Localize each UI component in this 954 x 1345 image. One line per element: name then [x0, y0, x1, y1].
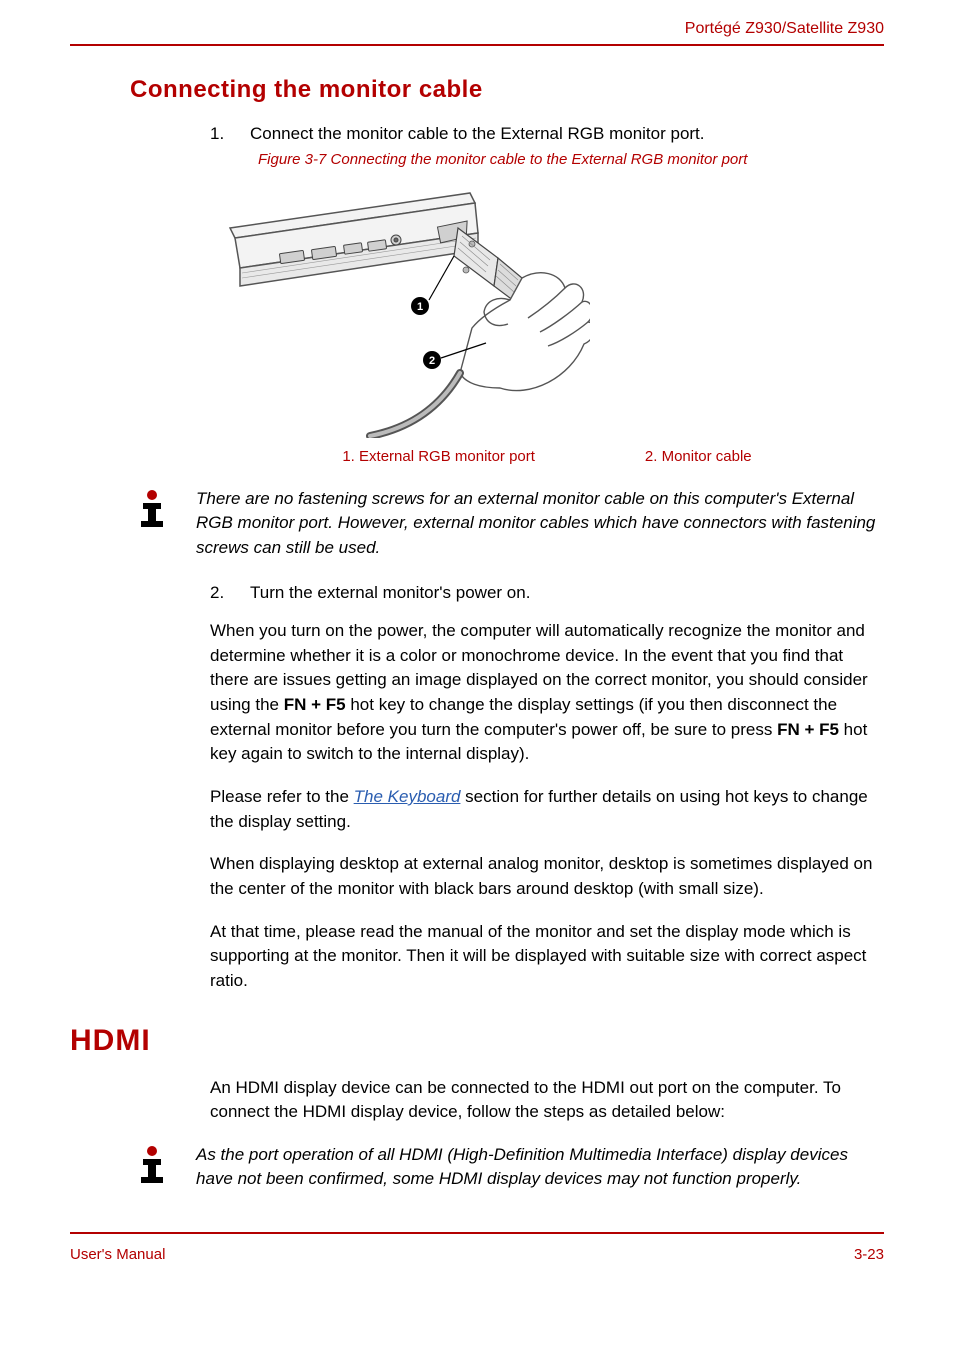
- p1-hotkey-1: FN + F5: [284, 695, 346, 714]
- footer: User's Manual 3-23: [70, 1246, 884, 1263]
- info-note-2: As the port operation of all HDMI (High-…: [70, 1143, 884, 1192]
- footer-rule: [70, 1232, 884, 1234]
- info-note-1-text: There are no fastening screws for an ext…: [196, 487, 884, 561]
- paragraph-recognize: When you turn on the power, the computer…: [210, 619, 884, 767]
- paragraph-keyboard-ref: Please refer to the The Keyboard section…: [210, 785, 884, 834]
- step-2-text: Turn the external monitor's power on.: [250, 581, 530, 606]
- section-title-connecting: Connecting the monitor cable: [130, 76, 884, 104]
- p1-hotkey-2: FN + F5: [777, 720, 839, 739]
- keyboard-link[interactable]: The Keyboard: [354, 787, 461, 806]
- p2-a: Please refer to the: [210, 787, 354, 806]
- header-rule: [70, 44, 884, 46]
- step-2: 2. Turn the external monitor's power on.: [210, 581, 884, 606]
- step-2-number: 2.: [210, 581, 228, 606]
- legend-1: 1. External RGB monitor port: [342, 448, 535, 465]
- legend-2: 2. Monitor cable: [645, 448, 752, 465]
- info-icon: [130, 1143, 174, 1187]
- figure-3-7: 1 2: [210, 178, 884, 438]
- step-1-text: Connect the monitor cable to the Externa…: [250, 122, 705, 147]
- footer-left: User's Manual: [70, 1246, 165, 1263]
- info-note-1: There are no fastening screws for an ext…: [70, 487, 884, 561]
- paragraph-aspect-ratio: At that time, please read the manual of …: [210, 920, 884, 994]
- callout-1: 1: [417, 301, 423, 313]
- info-note-2-text: As the port operation of all HDMI (High-…: [196, 1143, 884, 1192]
- figure-legend: 1. External RGB monitor port 2. Monitor …: [210, 448, 884, 465]
- page: Portégé Z930/Satellite Z930 Connecting t…: [0, 0, 954, 1303]
- header-product: Portégé Z930/Satellite Z930: [70, 20, 884, 38]
- monitor-cable-diagram: 1 2: [210, 178, 590, 438]
- hdmi-paragraph: An HDMI display device can be connected …: [210, 1076, 884, 1125]
- section-title-hdmi: HDMI: [70, 1024, 884, 1058]
- paragraph-black-bars: When displaying desktop at external anal…: [210, 852, 884, 901]
- footer-right: 3-23: [854, 1246, 884, 1263]
- callout-2: 2: [429, 355, 435, 367]
- info-icon: [130, 487, 174, 531]
- figure-caption: Figure 3-7 Connecting the monitor cable …: [258, 151, 884, 168]
- step-1-number: 1.: [210, 122, 228, 147]
- body-column: 1. Connect the monitor cable to the Exte…: [210, 122, 884, 465]
- step-1: 1. Connect the monitor cable to the Exte…: [210, 122, 884, 147]
